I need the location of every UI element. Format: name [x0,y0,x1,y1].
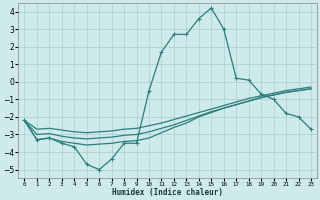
X-axis label: Humidex (Indice chaleur): Humidex (Indice chaleur) [112,188,223,197]
